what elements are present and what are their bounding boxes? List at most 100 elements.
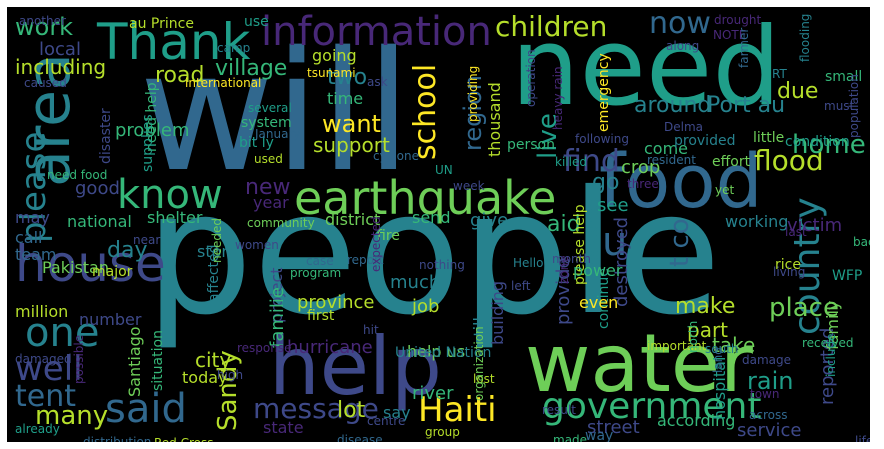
cloud-word: river bbox=[412, 383, 454, 404]
cloud-word: shelter bbox=[147, 208, 203, 227]
cloud-word: know bbox=[117, 172, 223, 218]
cloud-word: building bbox=[488, 280, 507, 345]
cloud-word: see bbox=[597, 195, 629, 216]
cloud-word: month bbox=[552, 252, 591, 266]
cloud-word: community bbox=[247, 216, 315, 230]
word-cloud: people will need water help food area earthquak… bbox=[7, 7, 870, 442]
cloud-word: send bbox=[412, 208, 451, 227]
cloud-word: lost bbox=[473, 372, 495, 386]
cloud-word: ask bbox=[367, 75, 388, 89]
cloud-word: familie bbox=[267, 287, 288, 348]
cloud-word: Red Cross bbox=[154, 437, 214, 442]
cloud-word: want bbox=[322, 110, 381, 138]
cloud-word: come bbox=[644, 139, 689, 158]
cloud-word: find bbox=[563, 144, 620, 179]
cloud-word: hurricane bbox=[287, 337, 373, 358]
cloud-word: many bbox=[35, 401, 109, 431]
cloud-word: much bbox=[390, 272, 441, 293]
cloud-word: village bbox=[215, 56, 288, 81]
cloud-word: street bbox=[587, 417, 640, 438]
cloud-word: several bbox=[248, 101, 292, 115]
cloud-word: report bbox=[347, 253, 384, 267]
cloud-word: service bbox=[737, 420, 802, 441]
cloud-word: school bbox=[408, 63, 443, 160]
cloud-word: operation bbox=[524, 49, 538, 107]
cloud-word: storm bbox=[197, 242, 244, 261]
cloud-word: national bbox=[67, 212, 132, 231]
cloud-word: received bbox=[802, 336, 854, 350]
cloud-word: living bbox=[773, 265, 806, 279]
cloud-word: possible bbox=[72, 334, 86, 384]
cloud-word: little bbox=[753, 130, 785, 146]
cloud-word: now bbox=[649, 7, 711, 41]
cloud-word: government bbox=[542, 386, 762, 427]
cloud-word: help us bbox=[407, 342, 466, 361]
cloud-word: well bbox=[15, 349, 83, 389]
cloud-word: effort bbox=[712, 154, 751, 170]
cloud-word: one bbox=[25, 310, 100, 356]
cloud-word: house bbox=[15, 235, 166, 293]
cloud-word: providing bbox=[466, 65, 480, 122]
cloud-word: including bbox=[15, 55, 107, 79]
cloud-word: work bbox=[15, 13, 74, 41]
cloud-word: city bbox=[195, 348, 232, 372]
cloud-word: Pakistan bbox=[42, 258, 109, 277]
cloud-word: new bbox=[245, 175, 291, 200]
cloud-word: south bbox=[705, 342, 739, 356]
cloud-word: thousand bbox=[485, 82, 504, 157]
cloud-word: needed bbox=[210, 218, 224, 263]
cloud-word: au Prince bbox=[129, 16, 194, 32]
cloud-word: drought bbox=[714, 13, 762, 27]
cloud-word: used bbox=[254, 152, 283, 166]
cloud-word: land bbox=[711, 347, 725, 373]
cloud-word: organization bbox=[472, 326, 486, 401]
cloud-word: message bbox=[253, 392, 379, 425]
cloud-word: last bbox=[785, 225, 807, 239]
cloud-word: person bbox=[507, 137, 555, 153]
cloud-word: rain bbox=[747, 367, 794, 395]
cloud-word: tent bbox=[15, 379, 76, 414]
cloud-word: according bbox=[657, 411, 736, 430]
cloud-word: working bbox=[725, 212, 789, 231]
cloud-word: good bbox=[75, 178, 120, 199]
cloud-word: expected bbox=[369, 216, 383, 272]
cloud-word: give bbox=[470, 210, 509, 231]
cloud-word: part bbox=[687, 318, 729, 342]
cloud-word: women bbox=[235, 238, 279, 252]
cloud-word: damage bbox=[742, 353, 792, 367]
cloud-word: group bbox=[425, 425, 460, 439]
cloud-word: children bbox=[495, 10, 608, 43]
cloud-word: even bbox=[579, 293, 619, 312]
cloud-word: say bbox=[383, 403, 411, 422]
cloud-word: problem bbox=[115, 120, 190, 141]
cloud-word: may bbox=[15, 208, 50, 227]
cloud-word: result bbox=[542, 403, 576, 417]
cloud-word: tsunami bbox=[307, 66, 356, 80]
cloud-word: left bbox=[511, 279, 531, 293]
cloud-word: WFP bbox=[832, 268, 863, 284]
cloud-word: number bbox=[79, 310, 142, 329]
cloud-word: disease bbox=[337, 433, 383, 442]
cloud-word: t co bbox=[665, 218, 695, 267]
cloud-word: earthquake bbox=[294, 171, 557, 225]
cloud-word: Santiago bbox=[125, 326, 144, 397]
cloud-word: need bbox=[511, 7, 781, 130]
cloud-word: farmer bbox=[737, 27, 751, 68]
cloud-word: major bbox=[92, 264, 133, 280]
cloud-word: include bbox=[824, 333, 838, 377]
cloud-word: across bbox=[749, 408, 788, 422]
cloud-word: damaged bbox=[15, 352, 72, 366]
cloud-word: provided bbox=[674, 133, 736, 149]
cloud-word: following bbox=[575, 132, 629, 146]
cloud-word: distribution bbox=[83, 435, 152, 442]
cloud-word: make bbox=[675, 294, 736, 319]
cloud-word: will bbox=[139, 16, 412, 208]
cloud-word: population bbox=[847, 74, 861, 138]
cloud-word: yet bbox=[715, 183, 735, 197]
cloud-word: UN bbox=[435, 163, 453, 177]
cloud-word: day bbox=[107, 238, 148, 263]
cloud-word: aid bbox=[547, 212, 581, 237]
cloud-word: emergency bbox=[596, 53, 612, 132]
cloud-word: town bbox=[750, 387, 780, 401]
cloud-word: road bbox=[155, 63, 205, 88]
